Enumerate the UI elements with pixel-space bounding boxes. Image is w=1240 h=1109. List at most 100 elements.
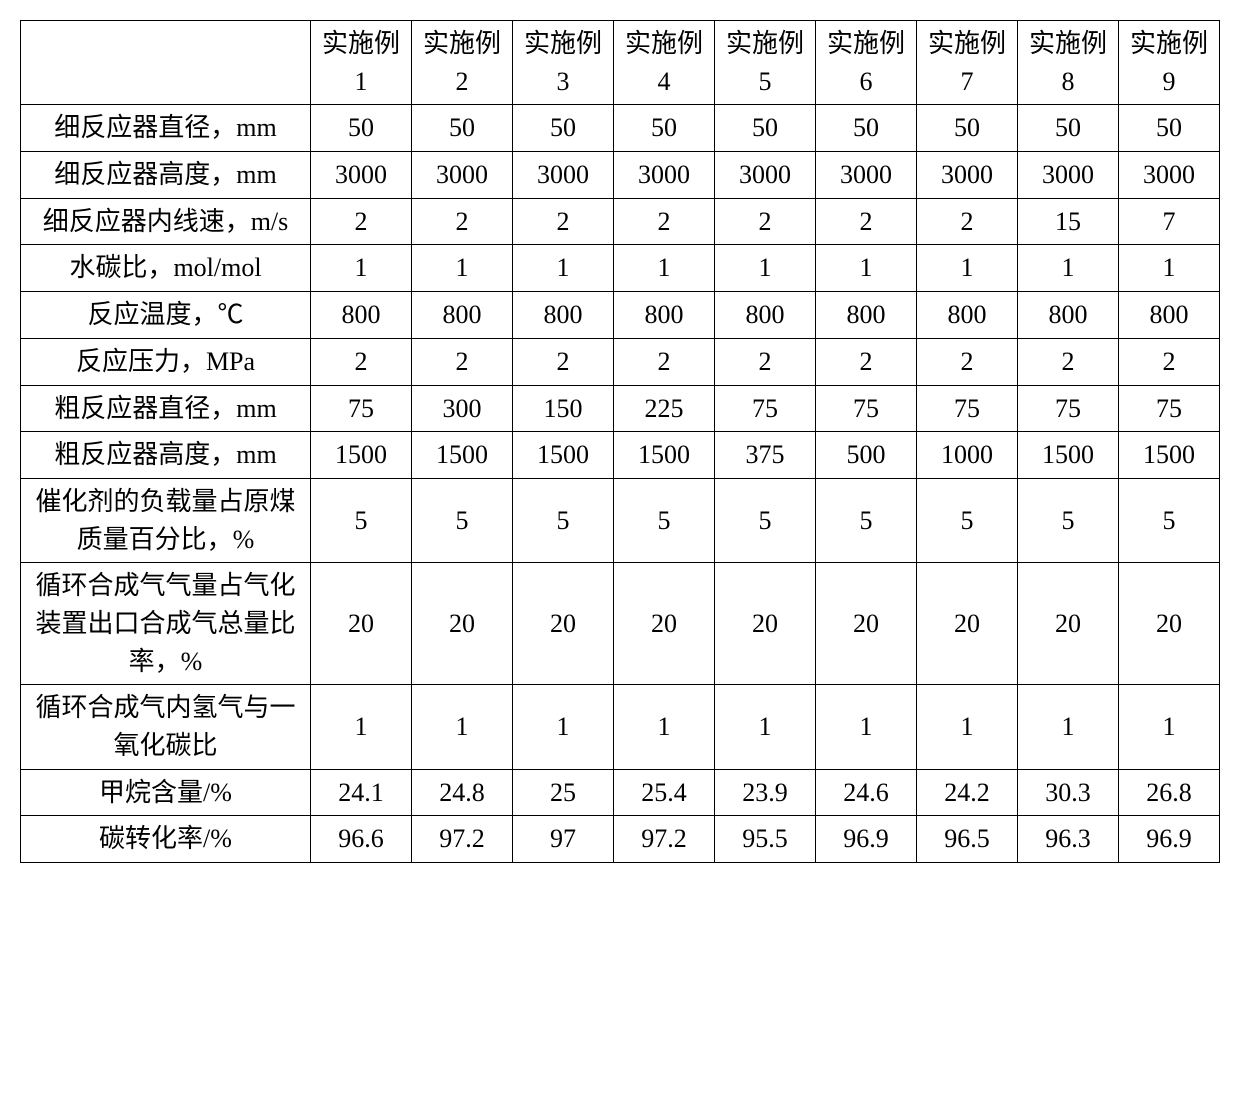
cell: 2	[513, 338, 614, 385]
row-label: 甲烷含量/%	[21, 769, 311, 816]
cell: 75	[816, 385, 917, 432]
cell: 1	[1018, 245, 1119, 292]
cell: 2	[715, 198, 816, 245]
cell: 2	[1119, 338, 1220, 385]
cell: 2	[311, 198, 412, 245]
cell: 96.6	[311, 816, 412, 863]
cell: 375	[715, 432, 816, 479]
cell: 800	[1018, 292, 1119, 339]
cell: 75	[917, 385, 1018, 432]
cell: 20	[412, 563, 513, 685]
row-label: 循环合成气气量占气化装置出口合成气总量比率，%	[21, 563, 311, 685]
cell: 3000	[1119, 152, 1220, 199]
cell: 24.6	[816, 769, 917, 816]
row-label: 细反应器高度，mm	[21, 152, 311, 199]
row-label: 粗反应器高度，mm	[21, 432, 311, 479]
cell: 97	[513, 816, 614, 863]
cell: 1500	[513, 432, 614, 479]
cell: 75	[1119, 385, 1220, 432]
cell: 96.5	[917, 816, 1018, 863]
cell: 2	[513, 198, 614, 245]
cell: 1	[715, 245, 816, 292]
cell: 2	[1018, 338, 1119, 385]
cell: 1	[917, 245, 1018, 292]
cell: 2	[614, 198, 715, 245]
col-header: 实施例 3	[513, 21, 614, 105]
cell: 5	[816, 478, 917, 562]
cell: 300	[412, 385, 513, 432]
col-header: 实施例 6	[816, 21, 917, 105]
table-row: 水碳比，mol/mol111111111	[21, 245, 1220, 292]
cell: 26.8	[1119, 769, 1220, 816]
cell: 97.2	[614, 816, 715, 863]
cell: 2	[412, 338, 513, 385]
cell: 1500	[412, 432, 513, 479]
cell: 20	[1119, 563, 1220, 685]
cell: 3000	[513, 152, 614, 199]
col-header: 实施例 9	[1119, 21, 1220, 105]
cell: 96.3	[1018, 816, 1119, 863]
cell: 5	[311, 478, 412, 562]
cell: 1	[1119, 685, 1220, 769]
table-row: 循环合成气内氢气与一氧化碳比111111111	[21, 685, 1220, 769]
cell: 96.9	[1119, 816, 1220, 863]
row-label: 水碳比，mol/mol	[21, 245, 311, 292]
cell: 800	[816, 292, 917, 339]
cell: 75	[715, 385, 816, 432]
table-row: 细反应器直径，mm505050505050505050	[21, 105, 1220, 152]
cell: 50	[816, 105, 917, 152]
row-label: 反应温度，℃	[21, 292, 311, 339]
cell: 800	[614, 292, 715, 339]
cell: 1	[816, 685, 917, 769]
cell: 1500	[614, 432, 715, 479]
cell: 1	[1018, 685, 1119, 769]
cell: 3000	[614, 152, 715, 199]
row-label: 催化剂的负载量占原煤质量百分比，%	[21, 478, 311, 562]
cell: 1	[816, 245, 917, 292]
table-row: 粗反应器高度，mm1500150015001500375500100015001…	[21, 432, 1220, 479]
cell: 50	[1018, 105, 1119, 152]
cell: 500	[816, 432, 917, 479]
table-row: 细反应器高度，mm3000300030003000300030003000300…	[21, 152, 1220, 199]
cell: 5	[513, 478, 614, 562]
cell: 1	[917, 685, 1018, 769]
cell: 1500	[311, 432, 412, 479]
cell: 24.1	[311, 769, 412, 816]
cell: 3000	[412, 152, 513, 199]
table-row: 催化剂的负载量占原煤质量百分比，%555555555	[21, 478, 1220, 562]
col-header: 实施例 4	[614, 21, 715, 105]
header-blank	[21, 21, 311, 105]
cell: 1	[513, 685, 614, 769]
cell: 50	[614, 105, 715, 152]
cell: 5	[715, 478, 816, 562]
cell: 20	[614, 563, 715, 685]
cell: 96.9	[816, 816, 917, 863]
cell: 150	[513, 385, 614, 432]
cell: 20	[715, 563, 816, 685]
cell: 23.9	[715, 769, 816, 816]
cell: 3000	[816, 152, 917, 199]
cell: 1	[715, 685, 816, 769]
cell: 2	[311, 338, 412, 385]
cell: 20	[311, 563, 412, 685]
cell: 3000	[715, 152, 816, 199]
parameters-table: 实施例 1 实施例 2 实施例 3 实施例 4 实施例 5 实施例 6 实施例 …	[20, 20, 1220, 863]
cell: 1	[513, 245, 614, 292]
cell: 1500	[1018, 432, 1119, 479]
cell: 97.2	[412, 816, 513, 863]
cell: 2	[917, 198, 1018, 245]
cell: 2	[614, 338, 715, 385]
cell: 7	[1119, 198, 1220, 245]
cell: 2	[412, 198, 513, 245]
cell: 800	[311, 292, 412, 339]
table-header-row: 实施例 1 实施例 2 实施例 3 实施例 4 实施例 5 实施例 6 实施例 …	[21, 21, 1220, 105]
cell: 30.3	[1018, 769, 1119, 816]
cell: 1000	[917, 432, 1018, 479]
cell: 225	[614, 385, 715, 432]
cell: 1	[311, 685, 412, 769]
cell: 3000	[311, 152, 412, 199]
cell: 5	[412, 478, 513, 562]
cell: 24.2	[917, 769, 1018, 816]
cell: 24.8	[412, 769, 513, 816]
table-row: 细反应器内线速，m/s2222222157	[21, 198, 1220, 245]
